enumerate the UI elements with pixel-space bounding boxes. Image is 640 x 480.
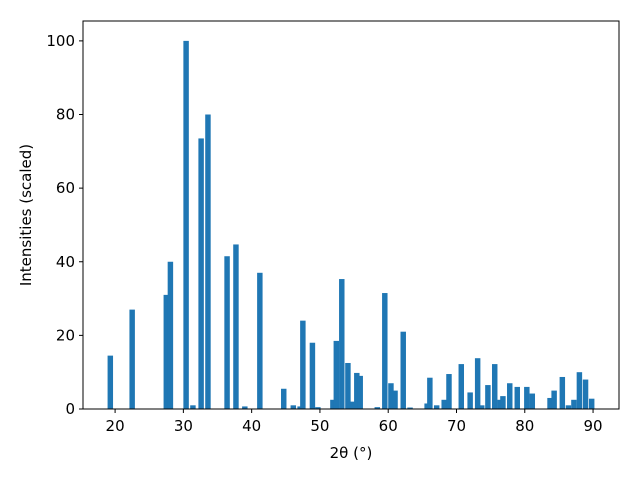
bar xyxy=(514,386,520,409)
bar xyxy=(407,407,413,409)
bar xyxy=(441,399,447,409)
bar xyxy=(354,372,360,409)
bar xyxy=(467,392,473,409)
bar xyxy=(300,320,306,409)
bar xyxy=(551,390,557,409)
bar xyxy=(576,372,583,409)
x-tick-label: 50 xyxy=(310,417,329,435)
bar xyxy=(582,379,589,409)
bar xyxy=(107,355,114,409)
x-tick-label: 80 xyxy=(515,417,534,435)
bar xyxy=(315,407,321,409)
bar xyxy=(491,364,498,409)
bar xyxy=(507,383,513,409)
bar xyxy=(479,405,485,409)
bar xyxy=(198,138,204,410)
x-axis-label: 2θ (°) xyxy=(330,444,373,462)
bar xyxy=(205,114,211,410)
bar xyxy=(485,385,491,409)
plot-frame xyxy=(82,20,620,410)
bar xyxy=(345,362,351,409)
bar xyxy=(224,256,230,409)
bar xyxy=(183,40,189,409)
y-tick-label: 60 xyxy=(56,179,75,197)
x-tick-label: 60 xyxy=(379,417,398,435)
y-tick-label: 20 xyxy=(56,326,75,344)
bar xyxy=(357,375,363,409)
x-tick-label: 30 xyxy=(174,417,193,435)
bar xyxy=(167,261,174,409)
bar xyxy=(559,376,566,409)
bar xyxy=(571,399,577,409)
bar xyxy=(400,331,406,409)
bar xyxy=(458,364,465,409)
x-tick-label: 70 xyxy=(447,417,466,435)
y-tick-label: 40 xyxy=(56,253,75,271)
bar xyxy=(500,396,506,409)
bar xyxy=(382,293,388,409)
bar xyxy=(257,272,263,409)
bar xyxy=(427,377,433,409)
bar xyxy=(163,294,170,409)
y-tick-label: 80 xyxy=(56,106,75,124)
bar xyxy=(374,407,381,409)
bar xyxy=(388,383,394,409)
y-tick-label: 100 xyxy=(46,32,75,50)
y-tick-label: 0 xyxy=(65,400,75,418)
bar xyxy=(433,405,440,409)
bar xyxy=(547,397,553,409)
bar xyxy=(565,405,572,409)
bar xyxy=(309,342,316,409)
bar xyxy=(281,388,287,409)
bar xyxy=(233,244,239,409)
bar xyxy=(529,393,536,409)
x-tick-label: 20 xyxy=(106,417,125,435)
y-axis-label: Intensities (scaled) xyxy=(17,144,35,286)
x-tick-label: 40 xyxy=(242,417,261,435)
bar xyxy=(242,406,248,409)
bar xyxy=(524,386,530,409)
bar xyxy=(330,399,336,409)
bar xyxy=(339,279,345,409)
bar xyxy=(290,405,297,409)
bar xyxy=(129,309,135,409)
bar xyxy=(446,374,452,409)
bar xyxy=(190,405,196,409)
bar xyxy=(392,390,398,409)
bar xyxy=(588,398,595,409)
bar xyxy=(349,401,356,409)
bar xyxy=(474,358,481,409)
bar xyxy=(333,340,340,409)
x-tick-label: 90 xyxy=(584,417,603,435)
